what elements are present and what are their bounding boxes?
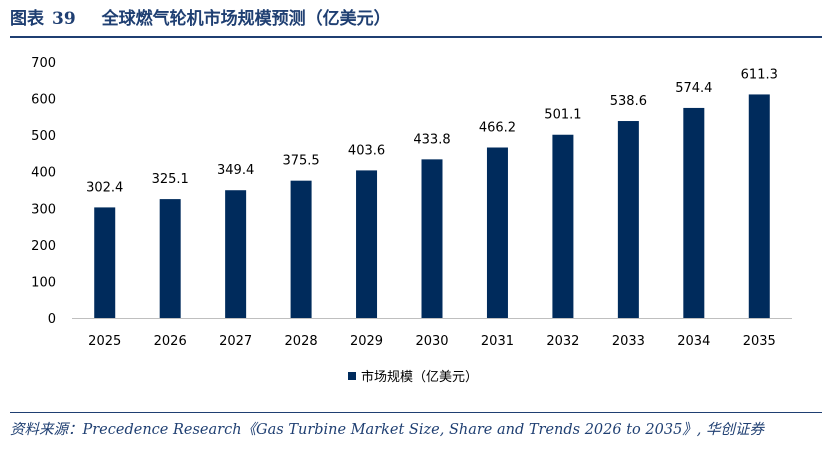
figure-number: 39 — [52, 9, 76, 29]
x-tick-label-2029: 2029 — [350, 334, 383, 349]
x-axis: 2025 2026 2027 2028 2029 2030 2031 2032 2033 2034… — [72, 318, 792, 349]
x-tick-label-2032: 2032 — [546, 334, 579, 349]
x-tick-label-2025: 2025 — [88, 334, 121, 349]
y-axis: 0 100 200 300 400 500 600 700 — [31, 56, 56, 327]
y-tick-label: 400 — [31, 166, 56, 181]
x-tick-label-2034: 2034 — [677, 334, 710, 349]
x-tick-label-2031: 2031 — [481, 334, 514, 349]
x-tick-label-2033: 2033 — [612, 334, 645, 349]
data-label-2025: 302.4 — [86, 180, 123, 195]
y-tick-label: 500 — [31, 129, 56, 144]
bar-2026 — [159, 199, 181, 318]
y-tick-label: 600 — [31, 93, 56, 108]
figure-caption: 全球燃气轮机市场规模预测（亿美元） — [101, 9, 391, 29]
data-label-2027: 349.4 — [217, 163, 254, 178]
bar-chart: 0 100 200 300 400 500 600 700 302.4 325.1 349.4 37… — [31, 56, 792, 349]
data-label-2033: 538.6 — [610, 94, 647, 109]
x-tick-label-2027: 2027 — [219, 334, 252, 349]
y-tick-label: 100 — [31, 275, 56, 290]
bar-2030 — [421, 159, 443, 318]
bar-2029 — [356, 170, 378, 318]
data-label-2028: 375.5 — [282, 154, 319, 169]
y-tick-label: 0 — [48, 312, 56, 327]
y-tick-label: 300 — [31, 202, 56, 217]
y-tick-label: 200 — [31, 239, 56, 254]
legend-label: 市场规模（亿美元） — [361, 370, 479, 385]
data-label-2035: 611.3 — [741, 67, 778, 82]
bar-2032 — [552, 134, 574, 318]
x-tick-label-2030: 2030 — [415, 334, 448, 349]
bar-2034 — [683, 107, 705, 318]
bar-2027 — [225, 190, 247, 318]
bar-2028 — [290, 180, 312, 318]
data-label-2030: 433.8 — [413, 132, 450, 147]
source-note: 资料来源：Precedence Research《Gas Turbine Mar… — [10, 422, 765, 438]
data-label-2031: 466.2 — [479, 121, 516, 136]
legend: 市场规模（亿美元） — [348, 368, 478, 388]
data-labels: 302.4 325.1 349.4 375.5 403.6 433.8 466.2 501.1… — [86, 67, 778, 195]
title-rule — [10, 36, 822, 38]
bar-2031 — [486, 147, 508, 318]
x-tick-label-2028: 2028 — [285, 334, 318, 349]
data-label-2034: 574.4 — [675, 81, 712, 96]
bar-2033 — [617, 121, 639, 319]
figure-title: 图表 39 全球燃气轮机市场规模预测（亿美元） — [10, 6, 391, 32]
bars — [94, 94, 770, 319]
figure-label: 图表 — [10, 9, 44, 29]
legend-swatch — [348, 372, 356, 380]
data-label-2032: 501.1 — [544, 108, 581, 123]
data-label-2029: 403.6 — [348, 143, 385, 158]
data-label-2026: 325.1 — [152, 172, 189, 187]
x-tick-label-2035: 2035 — [743, 334, 776, 349]
bar-2035 — [748, 94, 770, 318]
y-tick-label: 700 — [31, 56, 56, 71]
x-tick-label-2026: 2026 — [154, 334, 187, 349]
source-rule — [10, 412, 822, 413]
bar-2025 — [94, 207, 116, 318]
